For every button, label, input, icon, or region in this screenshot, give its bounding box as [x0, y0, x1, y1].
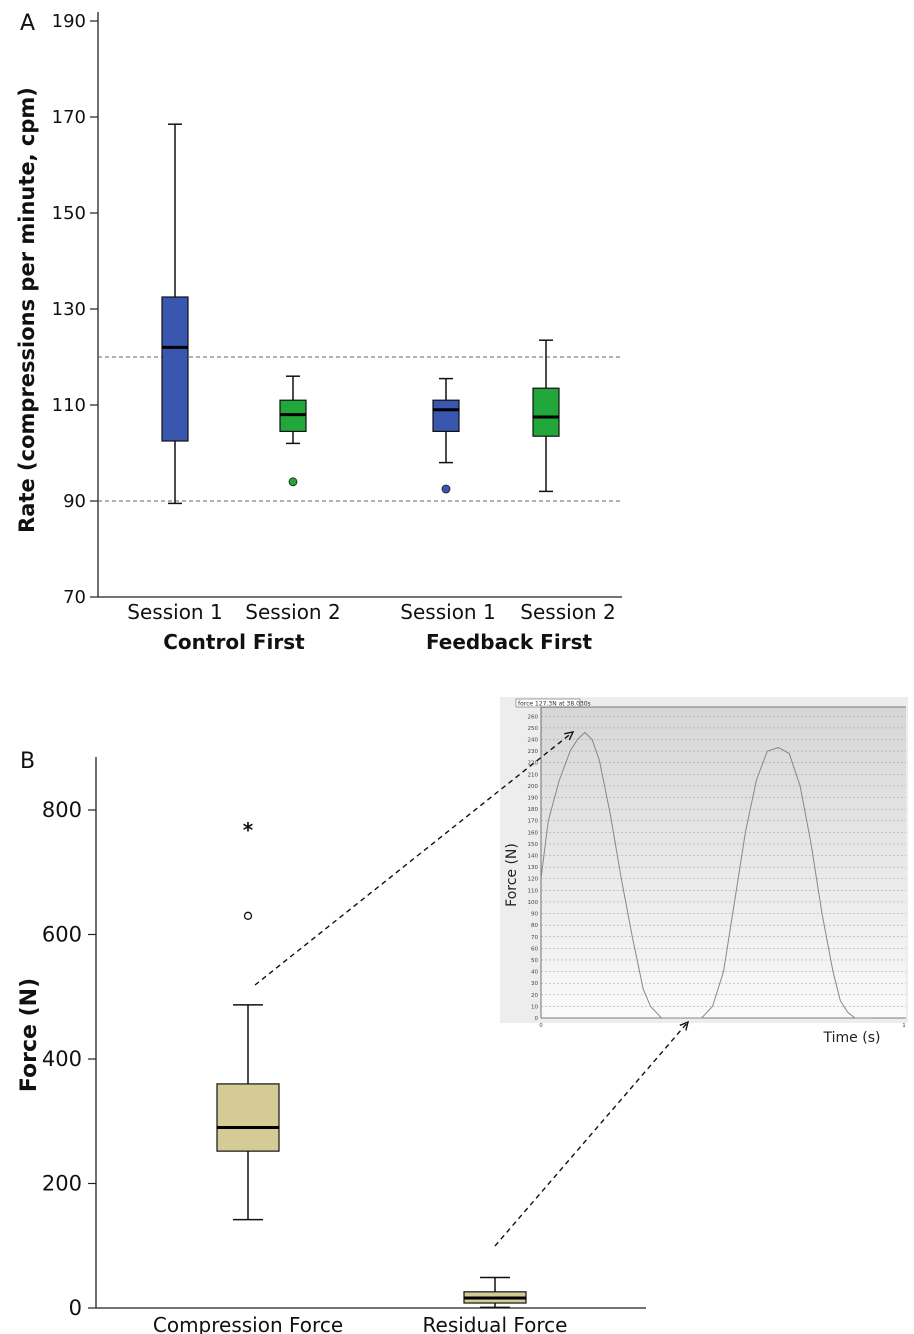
rate-y-tick-label-170: 170: [52, 107, 86, 128]
rate-boxplot-chart: Rate (compressions per minute, cpm) 70 90…: [15, 11, 622, 654]
rate-box-feedback-first-session-1-outlier: [441, 484, 451, 494]
rate-category-labels: Session 1 Session 2 Session 1 Session 2: [127, 600, 615, 624]
inset-y-tick-label-130: 130: [528, 865, 539, 871]
inset-y-tick-label-100: 100: [528, 900, 539, 906]
inset-y-tick-label-170: 170: [528, 819, 539, 825]
force-y-tick-label-0: 0: [69, 1296, 82, 1320]
connector-arrow-residual: [494, 1022, 688, 1247]
force-category-labels: Compression Force Residual Force: [153, 1313, 568, 1334]
inset-y-tick-label-180: 180: [528, 807, 539, 813]
rate-box-control-first-session-1-box: [161, 296, 189, 442]
rate-y-tick-label-190: 190: [52, 11, 86, 32]
inset-y-tick-label-250: 250: [528, 726, 539, 732]
force-category-compression-force: Compression Force: [153, 1313, 343, 1334]
inset-plot-area: [541, 707, 906, 1018]
inset-y-tick-label-160: 160: [528, 830, 539, 836]
force-y-ticks: 0 200 400 600 800: [42, 798, 96, 1320]
group-label-feedback-first: Feedback First: [426, 630, 593, 654]
force-trace-inset: force 127.3N at 38.030s 0102030405060708…: [500, 697, 908, 1046]
rate-category-feedback-first-session-1: Session 1: [400, 600, 495, 624]
rate-y-tick-label-110: 110: [52, 395, 86, 416]
inset-y-tick-label-60: 60: [531, 946, 538, 952]
inset-y-tick-label-80: 80: [531, 923, 538, 929]
rate-y-tick-label-130: 130: [52, 299, 86, 320]
force-y-tick-label-800: 800: [42, 798, 82, 822]
force-box-compression-force-extreme-value: *: [243, 818, 254, 842]
inset-y-tick-label-50: 50: [531, 958, 538, 964]
inset-header-text: force 127.3N at 38.030s: [518, 701, 591, 708]
inset-y-tick-label-150: 150: [528, 842, 539, 848]
rate-y-tick-label-150: 150: [52, 203, 86, 224]
inset-y-tick-label-20: 20: [531, 993, 538, 999]
panel-a-label: A: [20, 11, 35, 36]
inset-y-tick-label-240: 240: [528, 737, 539, 743]
inset-y-tick-label-140: 140: [528, 854, 539, 860]
force-y-tick-label-400: 400: [42, 1047, 82, 1071]
connector-arrow-peak: [254, 732, 573, 986]
rate-y-axis-label: Rate (compressions per minute, cpm): [15, 87, 39, 533]
inset-y-tick-label-110: 110: [528, 888, 539, 894]
inset-y-tick-label-10: 10: [531, 1004, 538, 1010]
inset-force-trace: [540, 731, 870, 1019]
inset-y-tick-label-200: 200: [528, 784, 539, 790]
inset-x-axis-label: Time (s): [823, 1030, 881, 1046]
rate-y-ticks: 70 90 110 130 150 170 190: [52, 11, 98, 608]
force-box-compression-force-box: [216, 1083, 280, 1152]
inset-x-tick-label-1: 1: [902, 1023, 906, 1029]
inset-y-tick-label-120: 120: [528, 877, 539, 883]
inset-y-tick-label-230: 230: [528, 749, 539, 755]
rate-category-control-first-session-1: Session 1: [127, 600, 222, 624]
inset-y-tick-label-70: 70: [531, 935, 538, 941]
group-label-control-first: Control First: [163, 630, 305, 654]
rate-y-tick-label-70: 70: [63, 587, 86, 608]
inset-y-tick-label-0: 0: [535, 1016, 539, 1022]
inset-x-tick-label-0: 0: [539, 1023, 543, 1029]
force-y-tick-label-600: 600: [42, 923, 82, 947]
rate-y-tick-label-90: 90: [63, 491, 86, 512]
rate-box-feedback-first-session-2-box: [532, 387, 560, 437]
force-y-tick-label-200: 200: [42, 1172, 82, 1196]
force-category-residual-force: Residual Force: [423, 1313, 568, 1334]
rate-category-feedback-first-session-2: Session 2: [520, 600, 615, 624]
inset-y-axis-label: Force (N): [504, 843, 520, 907]
inset-y-tick-label-260: 260: [528, 714, 539, 720]
force-box-compression-force-outlier: [243, 911, 253, 920]
inset-y-tick-label-30: 30: [531, 981, 538, 987]
inset-y-tick-label-210: 210: [528, 772, 539, 778]
rate-boxes: [161, 123, 560, 505]
inset-y-tick-label-190: 190: [528, 796, 539, 802]
rate-category-control-first-session-2: Session 2: [245, 600, 340, 624]
panel-b-label: B: [20, 749, 35, 774]
force-y-axis-label: Force (N): [17, 978, 42, 1092]
rate-box-feedback-first-session-1-box: [432, 399, 460, 433]
force-boxes: *: [216, 818, 527, 1309]
inset-y-tick-label-90: 90: [531, 912, 538, 918]
inset-y-tick-label-40: 40: [531, 970, 538, 976]
rate-box-control-first-session-2-outlier: [288, 477, 298, 487]
